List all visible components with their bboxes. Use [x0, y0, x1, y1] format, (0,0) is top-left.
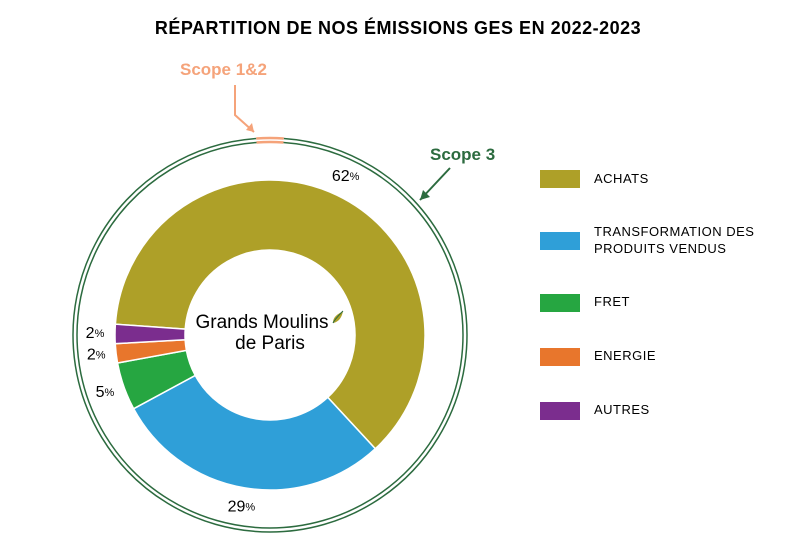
center-logo: Grands Moulins de Paris — [190, 312, 350, 355]
logo-line1: Grands Moulins — [190, 312, 350, 334]
legend-text-fret: FRET — [594, 294, 630, 311]
pct-label-fret: 5% — [96, 384, 115, 401]
legend-swatch-fret — [540, 294, 580, 312]
donut-chart: 62% 29% 5% 2% 2% Scope 1&2 Scope 3 Grands Mo… — [20, 60, 520, 550]
legend-swatch-achats — [540, 170, 580, 188]
legend-item-autres: AUTRES — [540, 402, 780, 420]
legend-item-achats: ACHATS — [540, 170, 780, 188]
logo-line2: de Paris — [190, 334, 350, 355]
pct-label-energie: 2% — [87, 347, 106, 364]
scope12-label: Scope 1&2 — [180, 60, 267, 80]
legend-item-transf: TRANSFORMATION DES PRODUITS VENDUS — [540, 224, 780, 258]
legend-item-fret: FRET — [540, 294, 780, 312]
legend-item-energie: ENERGIE — [540, 348, 780, 366]
legend-swatch-energie — [540, 348, 580, 366]
leaf-icon — [329, 309, 345, 331]
legend-swatch-transf — [540, 232, 580, 250]
legend-text-transf: TRANSFORMATION DES PRODUITS VENDUS — [594, 224, 780, 258]
legend-swatch-autres — [540, 402, 580, 420]
pct-label-achats: 62% — [332, 168, 360, 185]
chart-svg: 62% 29% 5% 2% 2% — [20, 60, 520, 550]
scope3-label: Scope 3 — [430, 145, 495, 165]
scope12-arrowhead — [246, 123, 254, 132]
legend: ACHATS TRANSFORMATION DES PRODUITS VENDUS… — [540, 170, 780, 456]
legend-text-autres: AUTRES — [594, 402, 650, 419]
legend-text-energie: ENERGIE — [594, 348, 656, 365]
legend-text-achats: ACHATS — [594, 171, 649, 188]
pct-label-transf: 29% — [228, 499, 256, 516]
page-title: RÉPARTITION DE NOS ÉMISSIONS GES EN 2022… — [0, 18, 796, 39]
pct-label-autres: 2% — [86, 325, 105, 342]
